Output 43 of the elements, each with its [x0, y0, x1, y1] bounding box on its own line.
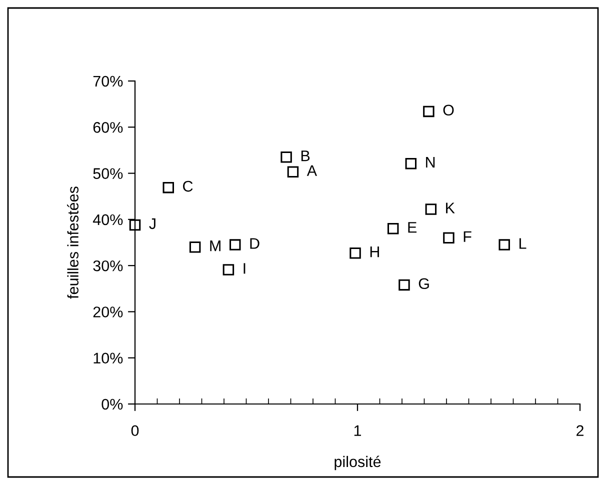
point [230, 239, 241, 250]
y-tick-label: 30% [93, 260, 123, 272]
point [222, 264, 234, 276]
y-tick-label: 20% [93, 306, 123, 318]
annotation: E [408, 222, 417, 233]
y-tick-label: 0% [102, 398, 123, 410]
annotation: G [418, 278, 429, 290]
point [425, 204, 437, 215]
y-tick-label: 10% [94, 352, 123, 364]
x-tick-label: 0 [131, 425, 139, 436]
x-tick-label: 1 [354, 425, 362, 436]
point [423, 106, 434, 118]
point [129, 219, 141, 231]
point [287, 166, 299, 178]
annotation: F [464, 231, 472, 242]
annotation: I [244, 263, 246, 274]
y-tick-label: 60% [93, 122, 123, 133]
x-tick-label: 2 [576, 425, 584, 436]
annotation: J [149, 218, 156, 230]
annotation: N [426, 157, 435, 168]
point [405, 158, 417, 170]
point [162, 182, 174, 194]
point [498, 239, 510, 250]
y-tick-label: 40% [92, 214, 123, 226]
point [443, 232, 454, 244]
annotation: C [183, 180, 193, 192]
annotation: A [306, 165, 318, 176]
annotation: M [210, 240, 220, 252]
y-tick-label: 70% [93, 76, 123, 87]
annotation: H [370, 246, 379, 258]
point [350, 247, 361, 259]
annotation: O [443, 104, 454, 116]
x-axis-title: pilosité [334, 456, 381, 470]
annotation: D [250, 238, 260, 249]
point [189, 241, 201, 253]
annotation: B [301, 150, 310, 162]
point [280, 152, 292, 163]
annotation: L [519, 238, 526, 249]
point [387, 223, 399, 234]
annotation: K [446, 202, 455, 214]
y-axis-title: feuilles infestées [67, 186, 78, 299]
y-tick-label: 50% [93, 168, 123, 179]
point [398, 279, 410, 291]
